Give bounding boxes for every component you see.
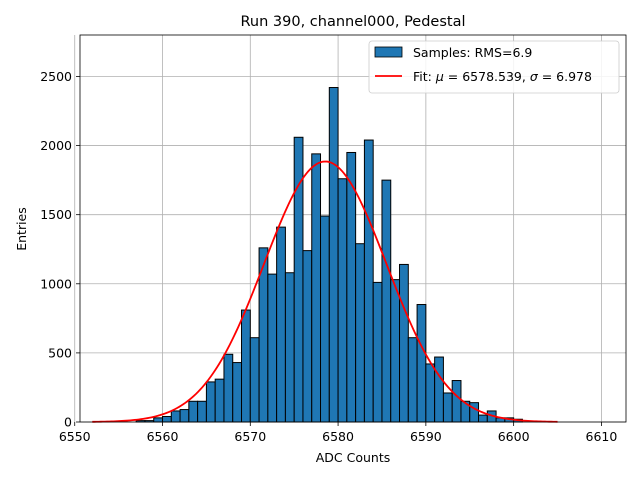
x-tick-label: 6550 (59, 429, 91, 444)
y-tick-label: 2500 (40, 69, 72, 84)
histogram-bar (241, 309, 251, 423)
histogram-bar (188, 400, 199, 423)
histogram-bar (302, 250, 313, 423)
y-tick-label: 500 (48, 345, 72, 360)
histogram-bar (223, 353, 234, 423)
histogram-bar (153, 417, 164, 423)
fit-label-prefix: Fit: (413, 69, 436, 84)
plot-area-frame (79, 34, 627, 423)
legend-box (368, 40, 620, 94)
y-tick-label: 2000 (40, 138, 72, 153)
histogram-bar (372, 281, 383, 423)
x-tick-label: 6610 (586, 429, 618, 444)
legend-histogram-label: Samples: RMS=6.9 (413, 45, 532, 60)
x-tick-label: 6600 (498, 429, 530, 444)
histogram-bar (214, 378, 225, 423)
histogram-bar (276, 226, 286, 423)
x-tick-label: 6580 (322, 429, 354, 444)
histogram-bar (442, 392, 453, 423)
legend-histogram-swatch (374, 46, 403, 58)
histogram-bar (197, 400, 207, 423)
y-tick-label: 0 (64, 415, 72, 430)
histogram-bar (249, 337, 260, 423)
histogram-bar (179, 409, 190, 423)
histogram-bar (320, 215, 330, 423)
legend-fit-label: Fit: μ = 6578.539, σ = 6.978 (413, 69, 592, 84)
x-axis-ticks: 6550 6560 6570 6580 6590 6600 6610 (59, 422, 618, 444)
histogram-bar (434, 356, 444, 423)
chart-title: Run 390, channel000, Pedestal (240, 14, 465, 30)
fit-sigma-value: = 6.978 (538, 69, 592, 84)
x-tick-label: 6590 (410, 429, 442, 444)
histogram-bar (469, 402, 480, 423)
y-axis-ticks: 0 500 1000 1500 2000 2500 (40, 69, 80, 430)
histogram-bar (478, 414, 488, 423)
histogram-bar (311, 153, 322, 423)
histogram-bar (337, 178, 348, 423)
y-tick-label: 1500 (40, 207, 72, 222)
histogram-bar (381, 179, 392, 423)
histogram-bar (328, 87, 339, 423)
histogram-bar (399, 263, 409, 423)
legend: Samples: RMS=6.9 Fit: μ = 6578.539, σ = … (368, 40, 620, 94)
x-tick-label: 6560 (147, 429, 179, 444)
histogram-bar (170, 410, 181, 423)
histogram-bar (346, 151, 357, 423)
histogram-bar (425, 363, 436, 423)
fit-curve-layer (92, 160, 558, 423)
x-axis-label: ADC Counts (316, 450, 391, 465)
histogram-bars (135, 87, 523, 423)
histogram-bar (232, 362, 243, 423)
fit-mu-value: = 6578.539, (444, 69, 530, 84)
fit-curve (92, 160, 558, 423)
fit-mu-symbol: μ (435, 69, 444, 84)
x-tick-label: 6570 (234, 429, 266, 444)
histogram-bar (267, 273, 278, 423)
histogram-bar (205, 381, 216, 423)
histogram-bar (451, 380, 462, 423)
y-tick-label: 1000 (40, 276, 72, 291)
histogram-bar (363, 139, 374, 423)
histogram-bar (162, 415, 172, 423)
histogram-bar (416, 304, 427, 423)
histogram-bar (355, 243, 365, 423)
fit-sigma-symbol: σ (530, 69, 539, 84)
histogram-bar (407, 337, 418, 423)
histogram-bar (390, 279, 401, 423)
y-axis-label: Entries (14, 207, 29, 251)
histogram-bar (284, 272, 295, 423)
